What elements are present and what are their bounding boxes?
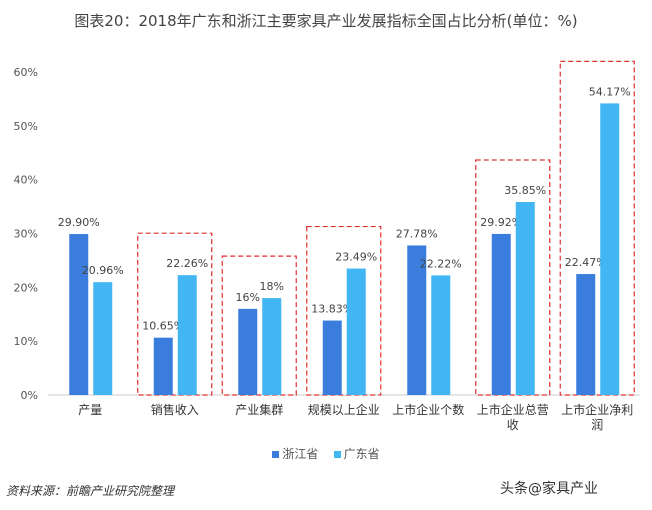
y-tick-label: 50% [14, 120, 38, 133]
legend-item-guangdong: 广东省 [333, 447, 380, 461]
data-label: 29.90% [58, 216, 100, 229]
y-tick-label: 0% [21, 389, 38, 402]
x-tick-label: 销售收入 [151, 402, 199, 417]
x-tick-label: 上市企业总营 [477, 402, 549, 417]
highlight-box [221, 255, 297, 396]
bar-guangdong [515, 202, 535, 395]
highlight-box [559, 60, 635, 396]
data-label: 16% [236, 291, 260, 304]
data-label: 22.47% [565, 256, 607, 269]
x-tick-label: 规模以上企业 [308, 402, 380, 417]
data-label: 27.78% [396, 227, 438, 240]
x-tick-label: 产量 [78, 403, 102, 417]
source-note: 资料来源：前瞻产业研究院整理 [6, 484, 175, 498]
data-label: 35.85% [504, 184, 546, 197]
bar-guangdong [600, 103, 620, 396]
y-tick-label: 30% [14, 228, 38, 241]
bar-guangdong [431, 275, 451, 395]
x-tick-label: 上市企业个数 [392, 402, 464, 417]
bar-guangdong [262, 298, 282, 395]
x-tick-label: 收 [507, 418, 519, 432]
bar-zhejiang [238, 308, 258, 395]
bar-guangdong [93, 282, 113, 395]
data-label: 22.22% [420, 257, 462, 270]
bar-zhejiang [322, 320, 342, 395]
bar-zhejiang [69, 234, 89, 395]
y-tick-label: 20% [14, 281, 38, 294]
data-label: 23.49% [335, 251, 377, 264]
bar-guangdong [346, 268, 366, 395]
data-label: 29.92% [480, 216, 522, 229]
bar-zhejiang [576, 274, 596, 395]
legend-label-guangdong: 广东省 [343, 447, 380, 461]
y-tick-label: 10% [14, 335, 38, 348]
y-tick-label: 40% [14, 174, 38, 187]
legend-label-zhejiang: 浙江省 [282, 447, 319, 461]
data-label: 54.17% [589, 85, 631, 98]
chart-title: 图表20：2018年广东和浙江主要家具产业发展指标全国占比分析(单位：%) [74, 12, 578, 30]
bar-zhejiang [407, 245, 427, 395]
x-tick-label: 润 [591, 418, 603, 432]
data-label: 13.83% [311, 303, 353, 316]
data-label: 10.65% [142, 320, 184, 333]
legend: 浙江省 广东省 [0, 445, 652, 462]
legend-swatch-guangdong [333, 451, 341, 458]
y-tick-label: 60% [14, 66, 38, 79]
x-tick-label: 上市企业净利 [561, 402, 633, 417]
data-label: 20.96% [82, 264, 124, 277]
highlight-box [137, 232, 213, 396]
data-label: 18% [260, 280, 284, 293]
bar-zhejiang [491, 233, 511, 395]
watermark: 头条@家具产业 [500, 481, 598, 497]
x-tick-label: 产业集群 [235, 402, 283, 417]
highlight-box [306, 225, 382, 396]
highlight-box [475, 159, 551, 396]
bar-zhejiang [153, 337, 173, 395]
bar-guangdong [177, 275, 197, 395]
legend-item-zhejiang: 浙江省 [272, 447, 318, 461]
data-label: 22.26% [166, 257, 208, 270]
legend-swatch-zhejiang [272, 451, 280, 458]
